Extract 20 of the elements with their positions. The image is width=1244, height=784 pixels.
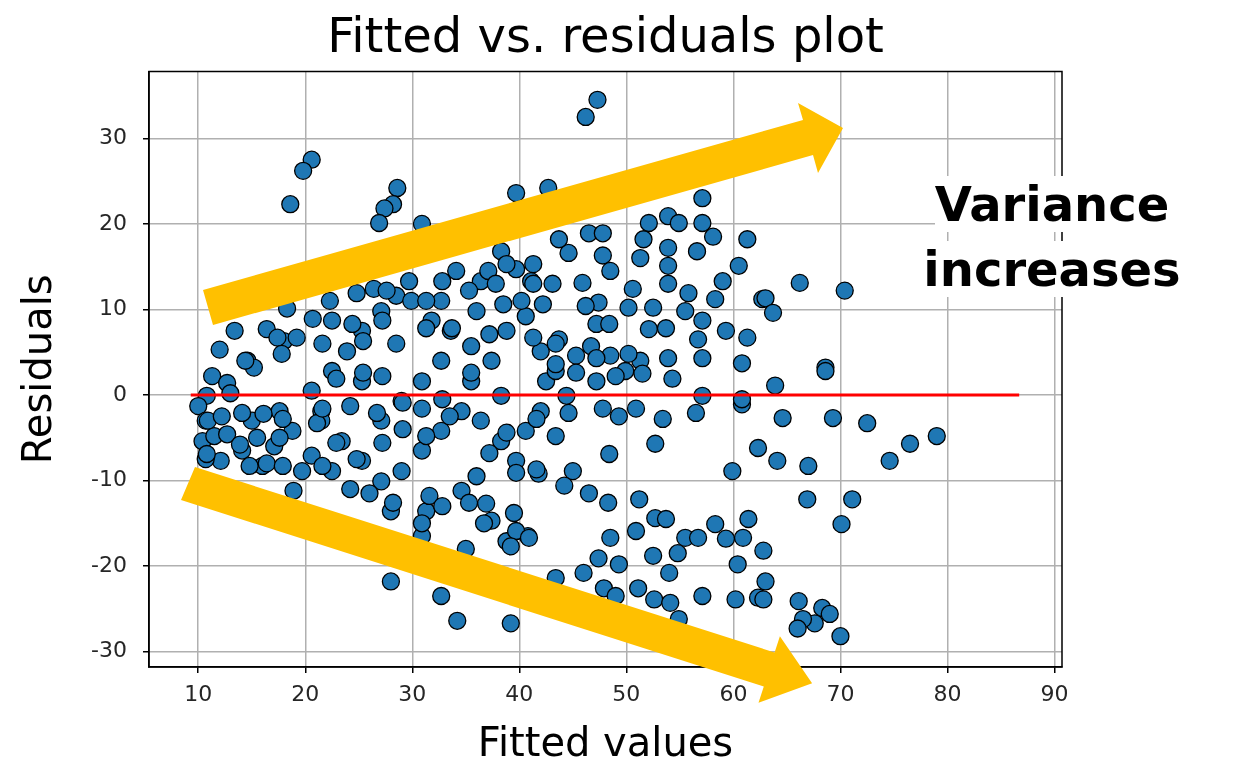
y-tick-label: 10 bbox=[99, 295, 127, 321]
y-axis-title: Residuals bbox=[14, 274, 61, 465]
x-tick-label: 60 bbox=[719, 680, 748, 706]
x-tick-label: 70 bbox=[826, 680, 855, 706]
x-tick-label: 90 bbox=[1040, 680, 1069, 706]
annotation: Variance increases bbox=[923, 176, 1181, 297]
y-tick-label: -20 bbox=[91, 551, 127, 577]
x-axis-title: Fitted values bbox=[477, 719, 734, 766]
x-tick-label: 50 bbox=[612, 680, 641, 706]
x-tick-label: 30 bbox=[398, 680, 427, 706]
y-tick-label: 30 bbox=[99, 124, 127, 150]
x-tick-label: 40 bbox=[505, 680, 534, 706]
y-tick-label: -10 bbox=[91, 466, 127, 492]
y-tick-label: -30 bbox=[91, 637, 127, 663]
x-tick-label: 80 bbox=[933, 680, 962, 706]
y-tick-label: 20 bbox=[99, 209, 127, 235]
x-tick-label: 10 bbox=[184, 680, 213, 706]
chart-title: Fitted vs. residuals plot bbox=[327, 7, 884, 64]
y-tick-label: 0 bbox=[113, 380, 127, 406]
x-tick-label: 20 bbox=[291, 680, 320, 706]
